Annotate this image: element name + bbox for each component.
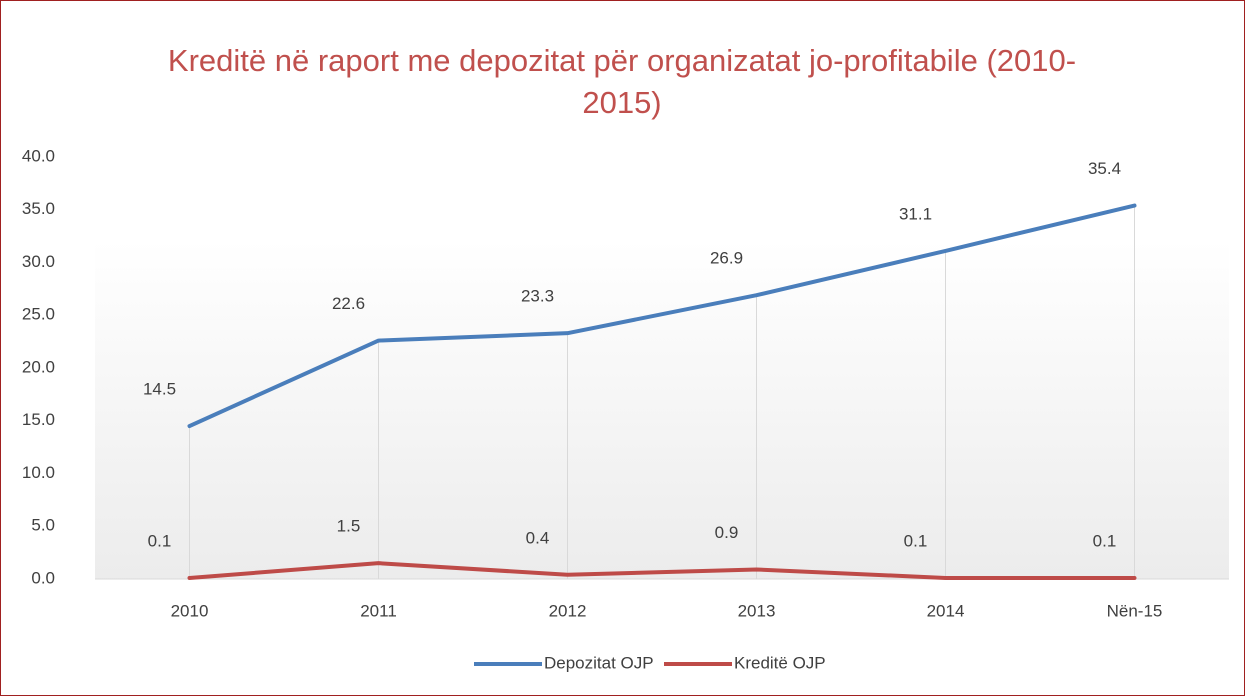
data-label: 35.4 (1088, 159, 1121, 178)
data-label: 23.3 (521, 287, 554, 306)
y-tick-label: 35.0 (22, 199, 55, 218)
series-line (187, 203, 1137, 429)
x-tick-label: 2013 (738, 601, 776, 620)
chart-title: Kreditë në raport me depozitat për organ… (167, 43, 1077, 120)
data-label: 31.1 (899, 204, 932, 223)
data-label: 1.5 (337, 517, 361, 536)
y-tick-label: 30.0 (22, 252, 55, 271)
y-tick-label: 5.0 (31, 516, 55, 535)
y-tick-label: 15.0 (22, 410, 55, 429)
data-label: 0.4 (526, 528, 550, 547)
data-label: 0.1 (1093, 531, 1117, 550)
x-tick-label: 2010 (171, 601, 209, 620)
y-tick-label: 20.0 (22, 357, 55, 376)
data-label: 22.6 (332, 294, 365, 313)
x-tick-label: 2012 (549, 601, 587, 620)
data-label: 0.9 (715, 523, 739, 542)
x-tick-label: 2014 (927, 601, 965, 620)
data-label: 26.9 (710, 249, 743, 268)
data-label: 14.5 (143, 380, 176, 399)
y-tick-label: 10.0 (22, 463, 55, 482)
legend-label: Depozitat OJP (544, 653, 654, 672)
y-tick-label: 0.0 (31, 568, 55, 587)
y-tick-label: 40.0 (22, 146, 55, 165)
x-tick-label: Nën-15 (1107, 601, 1163, 620)
plot-background (95, 240, 1229, 579)
legend-label: Kreditë OJP (734, 653, 826, 672)
y-tick-label: 25.0 (22, 305, 55, 324)
series-line (187, 561, 1137, 580)
data-label: 0.1 (148, 531, 172, 550)
x-tick-label: 2011 (360, 601, 397, 620)
data-label: 0.1 (904, 531, 928, 550)
